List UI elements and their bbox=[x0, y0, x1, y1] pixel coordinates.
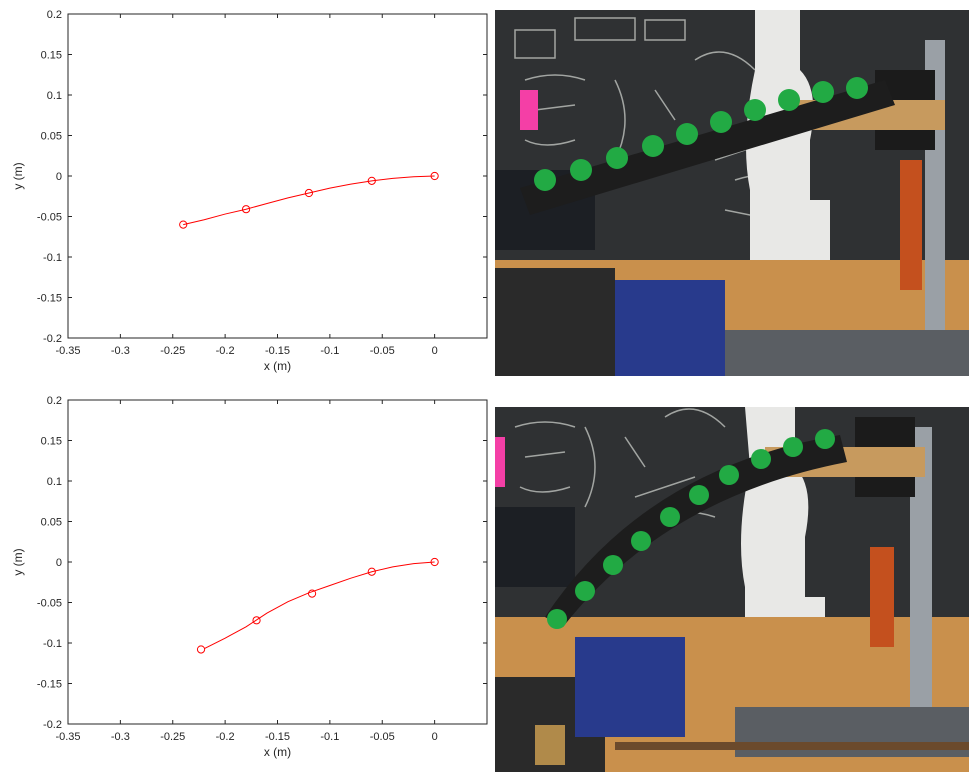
data-point bbox=[196, 645, 206, 654]
y-tick-label: -0.2 bbox=[43, 719, 62, 731]
y-tick-label: -0.1 bbox=[43, 252, 62, 264]
y-tick-label: 0.1 bbox=[47, 90, 62, 102]
x-tick-label: -0.1 bbox=[320, 731, 339, 743]
x-tick-label: -0.15 bbox=[265, 345, 290, 357]
y-axis-label: y (m) bbox=[11, 548, 25, 575]
plot-svg: -0.35 -0.3 -0.25 -0.2 -0.15 -0.1 -0.05 0 0.2 0.15… bbox=[11, 395, 488, 759]
y-tick-label: 0.2 bbox=[47, 9, 62, 21]
photo-icon bbox=[495, 407, 969, 772]
data-point bbox=[304, 188, 314, 198]
x-tick-label: -0.05 bbox=[370, 731, 395, 743]
x-tick-label: -0.2 bbox=[216, 345, 235, 357]
x-tick-label: -0.25 bbox=[160, 731, 185, 743]
photo-icon bbox=[495, 10, 969, 376]
data-point bbox=[252, 616, 261, 625]
data-point bbox=[367, 176, 376, 185]
x-tick-label: -0.05 bbox=[370, 345, 395, 357]
series-line bbox=[183, 175, 435, 226]
plot-svg: -0.35 -0.3 -0.25 -0.2 -0.15 -0.1 -0.05 0 0.2 0.15… bbox=[11, 9, 488, 373]
data-point bbox=[241, 205, 251, 214]
experiment-photo-bottom bbox=[495, 407, 969, 772]
data-point bbox=[179, 220, 188, 229]
y-tick-label: 0.1 bbox=[47, 476, 62, 488]
y-tick-label: -0.05 bbox=[37, 598, 62, 610]
y-tick-label: 0 bbox=[56, 171, 62, 183]
x-axis-label: x (m) bbox=[264, 745, 291, 759]
x-tick-label: 0 bbox=[432, 345, 438, 357]
data-point bbox=[367, 567, 376, 576]
y-tick-label: 0.15 bbox=[41, 436, 62, 448]
x-tick-label: -0.1 bbox=[320, 345, 339, 357]
y-tick-label: -0.2 bbox=[43, 333, 62, 345]
y-tick-label: -0.15 bbox=[37, 679, 62, 691]
y-tick-label: 0.15 bbox=[41, 50, 62, 62]
deflection-plot-bottom: -0.35 -0.3 -0.25 -0.2 -0.15 -0.1 -0.05 0 0.2 0.15… bbox=[0, 386, 492, 772]
x-tick-label: -0.3 bbox=[111, 345, 130, 357]
plot-area bbox=[67, 13, 488, 339]
x-tick-label: -0.35 bbox=[55, 345, 80, 357]
x-tick-label: -0.35 bbox=[55, 731, 80, 743]
x-tick-label: 0 bbox=[432, 731, 438, 743]
plot-area bbox=[67, 399, 488, 725]
y-tick-label: -0.15 bbox=[37, 293, 62, 305]
x-axis-label: x (m) bbox=[264, 359, 291, 373]
x-tick-label: -0.25 bbox=[160, 345, 185, 357]
x-tick-label: -0.2 bbox=[216, 731, 235, 743]
y-tick-label: -0.05 bbox=[37, 212, 62, 224]
series-line bbox=[203, 561, 435, 650]
y-tick-label: -0.1 bbox=[43, 638, 62, 650]
deflection-plot-top: -0.35 -0.3 -0.25 -0.2 -0.15 -0.1 -0.05 0 0.2 0.15… bbox=[0, 0, 492, 386]
x-tick-label: -0.3 bbox=[111, 731, 130, 743]
data-point bbox=[307, 589, 317, 598]
y-tick-label: 0.05 bbox=[41, 131, 62, 143]
experiment-photo-top bbox=[495, 10, 969, 376]
y-axis-label: y (m) bbox=[11, 162, 25, 189]
x-tick-label: -0.15 bbox=[265, 731, 290, 743]
y-tick-label: 0.05 bbox=[41, 517, 62, 529]
y-tick-label: 0 bbox=[56, 557, 62, 569]
data-point bbox=[430, 171, 439, 181]
data-point bbox=[430, 557, 439, 567]
y-tick-label: 0.2 bbox=[47, 395, 62, 407]
